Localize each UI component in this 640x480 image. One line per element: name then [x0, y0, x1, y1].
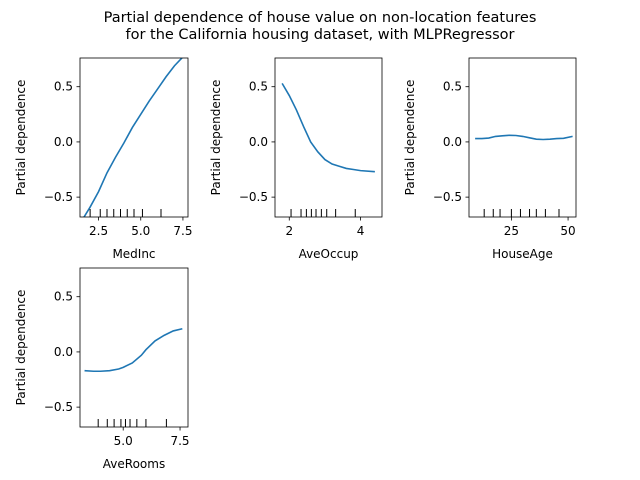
- subplot-aveoccup: −0.5 0.0 0.5 2 4 AveOccup Partial dependence: [209, 57, 383, 261]
- y-tick-label: 0.5: [54, 80, 73, 94]
- subplot-grid: −0.5 0.0 0.5 2.5 5.0 7.5 MedInc Partial depende…: [14, 57, 577, 471]
- x-tick-label: 4: [357, 224, 365, 238]
- x-tick-label: 7.5: [170, 434, 189, 448]
- axes-frame: [468, 57, 577, 218]
- y-axis-label: Partial dependence: [14, 80, 28, 196]
- y-tick-label: 0.0: [249, 135, 268, 149]
- subplot-medinc: −0.5 0.0 0.5 2.5 5.0 7.5 MedInc Partial depende…: [14, 57, 192, 261]
- x-axis-label: AveOccup: [299, 247, 359, 261]
- axes-frame: [274, 57, 383, 218]
- y-tick-label: −0.5: [44, 400, 73, 414]
- partial-dependence-line: [84, 327, 183, 373]
- x-tick-label: 7.5: [173, 224, 192, 238]
- y-axis-label: Partial dependence: [14, 290, 28, 406]
- subplot-houseage: −0.5 0.0 0.5 25 50 HouseAge Partial dependence: [403, 57, 577, 261]
- y-tick-label: 0.5: [443, 80, 462, 94]
- x-axis-label: AveRooms: [103, 457, 165, 471]
- partial-dependence-line: [475, 134, 573, 141]
- axes-frame: [79, 267, 189, 428]
- x-tick-label: 50: [560, 224, 575, 238]
- y-tick-label: 0.0: [443, 135, 462, 149]
- figure-title-line2: for the California housing dataset, with…: [125, 27, 514, 43]
- x-axis-label: MedInc: [112, 247, 155, 261]
- y-axis-label: Partial dependence: [209, 80, 223, 196]
- x-axis-label: HouseAge: [492, 247, 553, 261]
- y-tick-label: −0.5: [44, 190, 73, 204]
- subplot-averooms: −0.5 0.0 0.5 5.0 7.5 AveRooms Partial dependen…: [14, 267, 190, 471]
- y-tick-label: 0.0: [54, 135, 73, 149]
- figure-title-line1: Partial dependence of house value on non…: [104, 10, 537, 26]
- y-tick-label: −0.5: [433, 190, 462, 204]
- y-tick-label: 0.5: [249, 80, 268, 94]
- y-axis-label: Partial dependence: [403, 80, 417, 196]
- y-tick-label: −0.5: [239, 190, 268, 204]
- x-tick-label: 2.5: [89, 224, 108, 238]
- x-tick-label: 5.0: [114, 434, 133, 448]
- axes-frame: [79, 57, 189, 218]
- x-tick-label: 2: [285, 224, 293, 238]
- x-tick-label: 5.0: [131, 224, 150, 238]
- partial-dependence-line: [83, 58, 183, 217]
- y-tick-label: 0.5: [54, 290, 73, 304]
- partial-dependence-line: [281, 82, 375, 173]
- x-tick-label: 25: [504, 224, 519, 238]
- y-tick-label: 0.0: [54, 345, 73, 359]
